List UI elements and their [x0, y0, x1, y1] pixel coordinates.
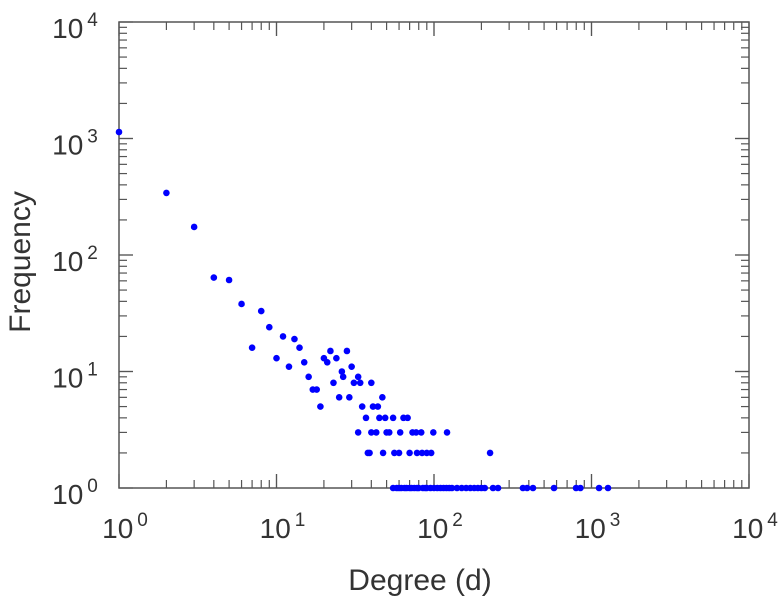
data-point: [374, 403, 382, 410]
data-point: [529, 484, 537, 492]
data-point: [369, 403, 377, 410]
x-tick-label: 10 3: [575, 510, 621, 544]
data-point: [406, 449, 413, 457]
y-axis-label: Frequency: [4, 191, 37, 333]
data-point: [396, 429, 404, 436]
data-point: [486, 449, 494, 457]
data-point: [356, 379, 364, 387]
data-point: [368, 379, 375, 387]
data-point: [323, 358, 331, 366]
x-tick-label: 10 4: [732, 510, 778, 544]
data-point: [338, 368, 346, 375]
data-point: [285, 363, 293, 370]
data-point: [115, 128, 123, 136]
y-tick-label: 10 2: [52, 243, 98, 277]
y-tick-label: 10 0: [52, 476, 98, 510]
data-point: [413, 449, 421, 457]
data-point: [395, 449, 403, 457]
data-point: [265, 323, 273, 331]
data-point: [427, 449, 435, 457]
data-points: [115, 128, 612, 492]
data-point: [238, 300, 245, 308]
x-tick-label: 10 2: [417, 510, 463, 544]
y-tick-label: 10 1: [52, 360, 98, 394]
data-point: [343, 347, 351, 355]
data-point: [305, 373, 312, 381]
data-point: [412, 429, 420, 436]
data-point: [346, 394, 353, 401]
axis-ticks: [118, 21, 750, 489]
y-tick-label: 10 4: [52, 10, 98, 44]
data-point: [273, 354, 280, 362]
data-point: [313, 386, 321, 393]
data-point: [291, 335, 298, 343]
data-point: [376, 414, 383, 422]
data-point: [372, 429, 380, 436]
data-point: [404, 414, 411, 422]
data-point: [354, 373, 362, 381]
data-point: [163, 189, 170, 197]
x-axis-label: Degree (d): [348, 564, 491, 597]
data-point: [391, 449, 398, 457]
data-point: [317, 403, 324, 410]
data-point: [379, 394, 386, 401]
data-point: [333, 354, 340, 362]
data-point: [418, 449, 426, 457]
data-point: [279, 333, 287, 340]
x-tick-labels: 10 0 10 1 10 2 10 3 10 4: [102, 510, 778, 544]
data-point: [448, 484, 456, 492]
data-point: [362, 414, 370, 422]
data-point: [453, 484, 461, 492]
data-point: [330, 379, 337, 387]
data-point: [257, 307, 265, 315]
data-point: [354, 429, 362, 436]
data-point: [385, 429, 393, 436]
data-point: [296, 344, 303, 352]
data-point: [389, 414, 397, 422]
data-point: [335, 394, 343, 401]
data-point: [248, 344, 256, 352]
data-point: [443, 429, 451, 436]
data-point: [339, 373, 347, 381]
y-tick-label: 10 3: [52, 127, 98, 161]
data-point: [225, 276, 233, 284]
data-point: [358, 403, 366, 410]
data-point: [481, 484, 489, 492]
data-point: [368, 429, 375, 436]
data-point: [550, 484, 558, 492]
data-point: [210, 274, 218, 281]
data-point: [190, 223, 198, 231]
data-point: [577, 484, 584, 492]
data-point: [595, 484, 603, 492]
data-point: [417, 429, 425, 436]
data-point: [348, 363, 355, 370]
data-point: [604, 484, 612, 492]
data-point: [523, 484, 531, 492]
data-point: [379, 449, 387, 457]
data-point: [350, 379, 358, 387]
data-point: [327, 347, 334, 355]
x-tick-label: 10 1: [260, 510, 306, 544]
plot-frame: [118, 21, 750, 489]
data-point: [489, 484, 497, 492]
data-point: [430, 429, 437, 436]
data-point: [494, 484, 502, 492]
data-point: [366, 449, 373, 457]
x-tick-label: 10 0: [102, 510, 148, 544]
data-point: [381, 414, 389, 422]
data-point: [300, 358, 308, 366]
